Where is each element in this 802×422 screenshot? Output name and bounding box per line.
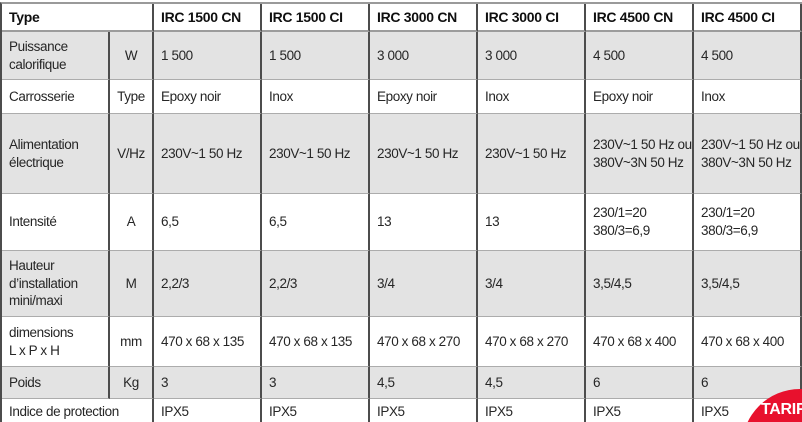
column-header: IRC 1500 CI xyxy=(262,4,370,32)
row-label: Puissance calorifique xyxy=(2,32,110,80)
value-cell: 230V~1 50 Hz xyxy=(154,114,262,194)
value-cell: 2,2/3 xyxy=(262,251,370,317)
value-cell: 1 500 xyxy=(154,32,262,80)
value-cell: 6 xyxy=(694,367,802,399)
value-cell: Epoxy noir xyxy=(586,80,694,114)
table-row: Indice de protection IPX5 IPX5 IPX5 IPX5 IPX5… xyxy=(2,399,802,422)
column-header: IRC 4500 CN xyxy=(586,4,694,32)
value-cell: 470 x 68 x 270 xyxy=(478,317,586,367)
table-row: Intensité A 6,5 6,5 13 13 230/1=20 380/3=6,9 23… xyxy=(2,194,802,251)
row-label: Hauteur d’installation mini/maxi xyxy=(2,251,110,317)
value-cell: 230V~1 50 Hz ou 380V~3N 50 Hz xyxy=(586,114,694,194)
row-label: Intensité xyxy=(2,194,110,251)
value-cell: 3/4 xyxy=(478,251,586,317)
value-cell: 1 500 xyxy=(262,32,370,80)
value-cell: Inox xyxy=(262,80,370,114)
unit-cell: mm xyxy=(110,317,154,367)
value-cell: 3,5/4,5 xyxy=(586,251,694,317)
table-row: Puissance calorifique W 1 500 1 500 3 000 3 0… xyxy=(2,32,802,80)
header-row: Type IRC 1500 CN IRC 1500 CI IRC 3000 CN IRC… xyxy=(2,4,802,32)
value-cell: 470 x 68 x 400 xyxy=(586,317,694,367)
value-cell: 3 xyxy=(262,367,370,399)
value-cell: 3 000 xyxy=(478,32,586,80)
value-cell: 2,2/3 xyxy=(154,251,262,317)
table-row: Alimentation électrique V/Hz 230V~1 50 Hz 2… xyxy=(2,114,802,194)
row-label: Carrosserie xyxy=(2,80,110,114)
row-label: Alimentation électrique xyxy=(2,114,110,194)
value-cell: 4 500 xyxy=(586,32,694,80)
value-cell: 230/1=20 380/3=6,9 xyxy=(694,194,802,251)
tarif-badge-label: TARIF xyxy=(761,401,802,418)
value-cell: 3,5/4,5 xyxy=(694,251,802,317)
value-cell: 470 x 68 x 135 xyxy=(154,317,262,367)
value-cell: Inox xyxy=(478,80,586,114)
value-cell: 13 xyxy=(478,194,586,251)
value-cell: 230V~1 50 Hz ou 380V~3N 50 Hz xyxy=(694,114,802,194)
header-type-cell: Type xyxy=(2,4,154,32)
column-header: IRC 4500 CI xyxy=(694,4,802,32)
value-cell: IPX5 xyxy=(586,399,694,422)
row-label: Indice de protection xyxy=(2,399,154,422)
value-cell: 470 x 68 x 135 xyxy=(262,317,370,367)
unit-cell: Type xyxy=(110,80,154,114)
value-cell: 3 xyxy=(154,367,262,399)
column-header: IRC 1500 CN xyxy=(154,4,262,32)
value-cell: IPX5 xyxy=(478,399,586,422)
value-cell: 6,5 xyxy=(262,194,370,251)
table-row: Hauteur d’installation mini/maxi M 2,2/3 2,… xyxy=(2,251,802,317)
value-cell: 230V~1 50 Hz xyxy=(370,114,478,194)
value-cell: IPX5 xyxy=(370,399,478,422)
row-label: Poids xyxy=(2,367,110,399)
value-cell: 3/4 xyxy=(370,251,478,317)
value-cell: 230V~1 50 Hz xyxy=(262,114,370,194)
value-cell: 230V~1 50 Hz xyxy=(478,114,586,194)
value-cell: IPX5 xyxy=(262,399,370,422)
value-cell: 4 500 xyxy=(694,32,802,80)
value-cell: Inox xyxy=(694,80,802,114)
value-cell: 13 xyxy=(370,194,478,251)
unit-cell: A xyxy=(110,194,154,251)
value-cell: Epoxy noir xyxy=(370,80,478,114)
table-row: Carrosserie Type Epoxy noir Inox Epoxy noir I… xyxy=(2,80,802,114)
value-cell: Epoxy noir xyxy=(154,80,262,114)
column-header: IRC 3000 CN xyxy=(370,4,478,32)
value-cell: 470 x 68 x 270 xyxy=(370,317,478,367)
value-cell: 3 000 xyxy=(370,32,478,80)
value-cell: 4,5 xyxy=(478,367,586,399)
column-header: IRC 3000 CI xyxy=(478,4,586,32)
unit-cell: W xyxy=(110,32,154,80)
table-row: Poids Kg 3 3 4,5 4,5 6 6 xyxy=(2,367,802,399)
value-cell: 6,5 xyxy=(154,194,262,251)
value-cell: 470 x 68 x 400 xyxy=(694,317,802,367)
value-cell: 230/1=20 380/3=6,9 xyxy=(586,194,694,251)
value-cell: IPX5 xyxy=(154,399,262,422)
value-cell: 6 xyxy=(586,367,694,399)
unit-cell: Kg xyxy=(110,367,154,399)
value-cell: 4,5 xyxy=(370,367,478,399)
unit-cell: M xyxy=(110,251,154,317)
row-label: dimensions L x P x H xyxy=(2,317,110,367)
unit-cell: V/Hz xyxy=(110,114,154,194)
